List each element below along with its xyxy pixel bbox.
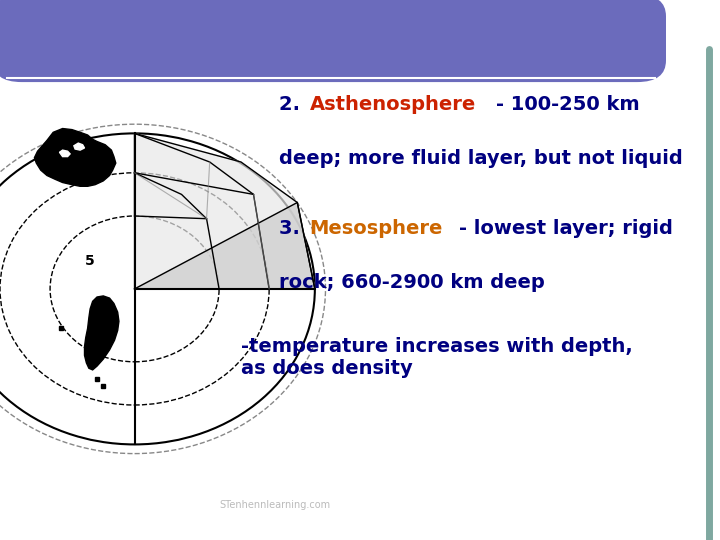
Text: Mesosphere: Mesosphere bbox=[310, 219, 443, 238]
Text: - 100-250 km: - 100-250 km bbox=[496, 94, 640, 113]
Circle shape bbox=[0, 133, 315, 444]
Polygon shape bbox=[74, 143, 84, 150]
Text: Asthenosphere: Asthenosphere bbox=[310, 94, 476, 113]
Text: - lowest layer; rigid: - lowest layer; rigid bbox=[459, 219, 673, 238]
Polygon shape bbox=[35, 129, 116, 186]
Text: STenhennlearning.com: STenhennlearning.com bbox=[220, 500, 331, 510]
Text: -temperature increases with depth,
as does density: -temperature increases with depth, as do… bbox=[241, 338, 633, 379]
Polygon shape bbox=[135, 202, 315, 289]
Text: deep; more fluid layer, but not liquid: deep; more fluid layer, but not liquid bbox=[279, 148, 683, 167]
Polygon shape bbox=[60, 150, 70, 157]
Text: Layers of the Mantle cont.: Layers of the Mantle cont. bbox=[12, 17, 569, 53]
Text: rock; 660-2900 km deep: rock; 660-2900 km deep bbox=[279, 273, 544, 292]
Text: 2.: 2. bbox=[279, 94, 306, 113]
Polygon shape bbox=[135, 133, 315, 289]
Text: 3.: 3. bbox=[279, 219, 306, 238]
Polygon shape bbox=[84, 296, 119, 370]
Text: 5: 5 bbox=[84, 254, 94, 268]
